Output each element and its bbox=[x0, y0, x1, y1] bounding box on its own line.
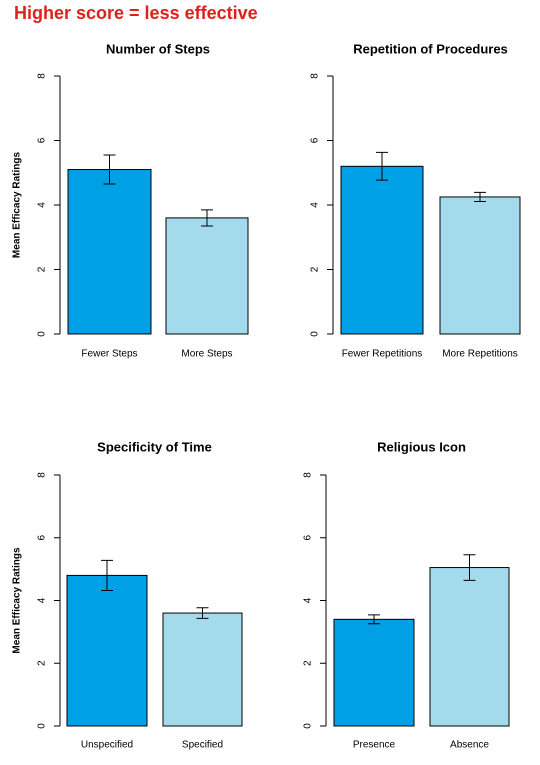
bar bbox=[66, 574, 148, 727]
y-tick-label: 8 bbox=[303, 472, 314, 478]
error-bar bbox=[474, 191, 486, 202]
y-tick-label: 6 bbox=[303, 535, 314, 541]
y-tick-label: 8 bbox=[310, 73, 321, 79]
y-tick-label: 0 bbox=[310, 331, 321, 337]
error-bar bbox=[201, 209, 213, 227]
header-title: Higher score = less effective bbox=[14, 3, 258, 23]
y-tick-label: 2 bbox=[310, 266, 321, 272]
x-tick-label: More Steps bbox=[181, 349, 232, 360]
x-tick-label: Absence bbox=[450, 740, 489, 751]
chart-title: Number of Steps bbox=[106, 41, 210, 56]
bar bbox=[439, 196, 521, 335]
bar bbox=[67, 169, 152, 335]
error-bar bbox=[376, 151, 388, 181]
bar bbox=[333, 618, 415, 727]
error-bar bbox=[103, 154, 116, 185]
bar bbox=[162, 612, 243, 727]
y-axis-label: Mean Efficacy Ratings bbox=[12, 151, 23, 258]
x-tick-label: Fewer Steps bbox=[81, 349, 137, 360]
x-tick-label: Specified bbox=[182, 740, 223, 751]
bar bbox=[429, 567, 510, 727]
y-tick-label: 0 bbox=[37, 723, 48, 729]
y-tick-label: 6 bbox=[37, 535, 48, 541]
chart-title: Religious Icon bbox=[377, 439, 466, 454]
y-tick-label: 2 bbox=[37, 266, 48, 272]
y-tick-label: 0 bbox=[303, 723, 314, 729]
error-bar bbox=[196, 607, 209, 619]
chart-title: Repetition of Procedures bbox=[353, 41, 508, 56]
y-tick-label: 8 bbox=[37, 73, 48, 79]
y-tick-label: 4 bbox=[310, 202, 321, 208]
y-tick-label: 6 bbox=[37, 137, 48, 143]
x-tick-label: Fewer Repetitions bbox=[342, 349, 423, 360]
y-tick-label: 8 bbox=[37, 472, 48, 478]
y-tick-label: 4 bbox=[37, 202, 48, 208]
bar bbox=[340, 165, 424, 335]
error-bar bbox=[463, 554, 476, 581]
x-tick-label: Unspecified bbox=[81, 740, 133, 751]
x-tick-label: Presence bbox=[353, 740, 396, 751]
y-tick-label: 2 bbox=[303, 660, 314, 666]
y-tick-label: 6 bbox=[310, 137, 321, 143]
y-axis-label: Mean Efficacy Ratings bbox=[12, 547, 23, 654]
chart-title: Specificity of Time bbox=[97, 439, 212, 454]
y-tick-label: 4 bbox=[303, 597, 314, 603]
x-tick-label: More Repetitions bbox=[442, 349, 518, 360]
y-tick-label: 4 bbox=[37, 597, 48, 603]
bar bbox=[165, 217, 249, 335]
error-bar bbox=[368, 614, 380, 625]
y-tick-label: 0 bbox=[37, 331, 48, 337]
error-bar bbox=[101, 559, 113, 591]
y-tick-label: 2 bbox=[37, 660, 48, 666]
